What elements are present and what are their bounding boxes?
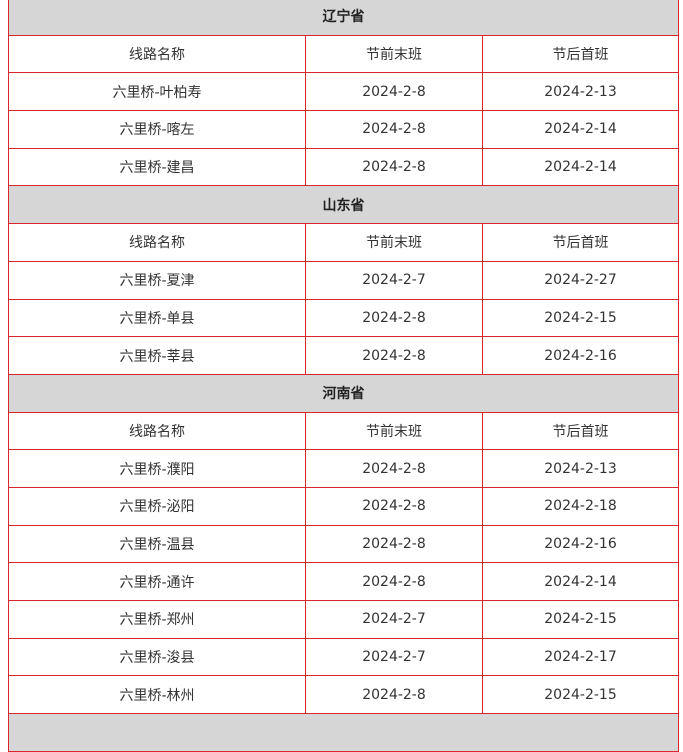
last-bus-before-holiday: 2024-2-7 bbox=[305, 637, 483, 677]
column-header-row: 线路名称 节前末班 节后首班 bbox=[8, 223, 680, 262]
table-row: 六里桥-通许 2024-2-8 2024-2-14 bbox=[8, 562, 680, 601]
first-bus-after-holiday: 2024-2-13 bbox=[481, 72, 680, 112]
province-name bbox=[7, 713, 680, 752]
table-row: 六里桥-喀左 2024-2-8 2024-2-14 bbox=[8, 110, 680, 149]
first-bus-after-holiday: 2024-2-15 bbox=[481, 600, 680, 639]
last-bus-before-holiday: 2024-2-8 bbox=[305, 562, 483, 601]
table-row: 六里桥-林州 2024-2-8 2024-2-15 bbox=[8, 675, 680, 715]
column-header: 节前末班 bbox=[305, 34, 483, 74]
province-header-row: 辽宁省 bbox=[7, 0, 680, 36]
first-bus-after-holiday: 2024-2-18 bbox=[481, 486, 680, 526]
first-bus-after-holiday: 2024-2-14 bbox=[481, 147, 680, 187]
province-name: 山东省 bbox=[7, 185, 680, 225]
schedule-table-container: 辽宁省 线路名称 节前末班 节后首班 六里桥-叶柏寿 2024-2-8 2024-2-13 六… bbox=[7, 0, 680, 752]
last-bus-before-holiday: 2024-2-8 bbox=[305, 336, 483, 375]
table-row: 六里桥-建昌 2024-2-8 2024-2-14 bbox=[8, 147, 680, 187]
route-name: 六里桥-濮阳 bbox=[8, 449, 306, 488]
column-header: 节前末班 bbox=[305, 223, 483, 262]
first-bus-after-holiday: 2024-2-15 bbox=[481, 675, 680, 715]
column-header: 线路名称 bbox=[8, 34, 306, 74]
table-row: 六里桥-莘县 2024-2-8 2024-2-16 bbox=[8, 336, 680, 375]
column-header: 线路名称 bbox=[8, 223, 306, 262]
column-header: 节前末班 bbox=[305, 411, 483, 451]
route-name: 六里桥-郑州 bbox=[8, 600, 306, 639]
last-bus-before-holiday: 2024-2-8 bbox=[305, 524, 483, 564]
table-row: 六里桥-温县 2024-2-8 2024-2-16 bbox=[8, 524, 680, 564]
table-row: 六里桥-濮阳 2024-2-8 2024-2-13 bbox=[8, 449, 680, 488]
route-name: 六里桥-单县 bbox=[8, 298, 306, 338]
last-bus-before-holiday: 2024-2-8 bbox=[305, 147, 483, 187]
route-name: 六里桥-浚县 bbox=[8, 637, 306, 677]
route-name: 六里桥-通许 bbox=[8, 562, 306, 601]
table-row: 六里桥-泌阳 2024-2-8 2024-2-18 bbox=[8, 486, 680, 526]
last-bus-before-holiday: 2024-2-8 bbox=[305, 449, 483, 488]
column-header-row: 线路名称 节前末班 节后首班 bbox=[8, 411, 680, 451]
route-name: 六里桥-夏津 bbox=[8, 260, 306, 300]
last-bus-before-holiday: 2024-2-8 bbox=[305, 675, 483, 715]
route-name: 六里桥-温县 bbox=[8, 524, 306, 564]
province-name: 辽宁省 bbox=[7, 0, 680, 36]
first-bus-after-holiday: 2024-2-14 bbox=[481, 562, 680, 601]
last-bus-before-holiday: 2024-2-7 bbox=[305, 600, 483, 639]
last-bus-before-holiday: 2024-2-8 bbox=[305, 298, 483, 338]
province-header-row: 河南省 bbox=[7, 373, 680, 413]
route-name: 六里桥-喀左 bbox=[8, 110, 306, 149]
bus-schedule-table: 辽宁省 线路名称 节前末班 节后首班 六里桥-叶柏寿 2024-2-8 2024-2-13 六… bbox=[7, 0, 680, 752]
first-bus-after-holiday: 2024-2-15 bbox=[481, 298, 680, 338]
first-bus-after-holiday: 2024-2-16 bbox=[481, 524, 680, 564]
route-name: 六里桥-建昌 bbox=[8, 147, 306, 187]
first-bus-after-holiday: 2024-2-13 bbox=[481, 449, 680, 488]
last-bus-before-holiday: 2024-2-8 bbox=[305, 486, 483, 526]
column-header-row: 线路名称 节前末班 节后首班 bbox=[8, 34, 680, 74]
table-row: 六里桥-单县 2024-2-8 2024-2-15 bbox=[8, 298, 680, 338]
route-name: 六里桥-林州 bbox=[8, 675, 306, 715]
route-name: 六里桥-莘县 bbox=[8, 336, 306, 375]
column-header: 节后首班 bbox=[481, 411, 680, 451]
column-header: 节后首班 bbox=[481, 223, 680, 262]
last-bus-before-holiday: 2024-2-8 bbox=[305, 110, 483, 149]
province-header-row: 山东省 bbox=[7, 185, 680, 225]
first-bus-after-holiday: 2024-2-17 bbox=[481, 637, 680, 677]
last-bus-before-holiday: 2024-2-7 bbox=[305, 260, 483, 300]
table-row: 六里桥-叶柏寿 2024-2-8 2024-2-13 bbox=[8, 72, 680, 112]
first-bus-after-holiday: 2024-2-14 bbox=[481, 110, 680, 149]
column-header: 线路名称 bbox=[8, 411, 306, 451]
province-name: 河南省 bbox=[7, 373, 680, 413]
route-name: 六里桥-泌阳 bbox=[8, 486, 306, 526]
next-province-header-row bbox=[7, 713, 680, 752]
last-bus-before-holiday: 2024-2-8 bbox=[305, 72, 483, 112]
table-row: 六里桥-夏津 2024-2-7 2024-2-27 bbox=[8, 260, 680, 300]
first-bus-after-holiday: 2024-2-27 bbox=[481, 260, 680, 300]
table-row: 六里桥-郑州 2024-2-7 2024-2-15 bbox=[8, 600, 680, 639]
route-name: 六里桥-叶柏寿 bbox=[8, 72, 306, 112]
first-bus-after-holiday: 2024-2-16 bbox=[481, 336, 680, 375]
table-row: 六里桥-浚县 2024-2-7 2024-2-17 bbox=[8, 637, 680, 677]
column-header: 节后首班 bbox=[481, 34, 680, 74]
